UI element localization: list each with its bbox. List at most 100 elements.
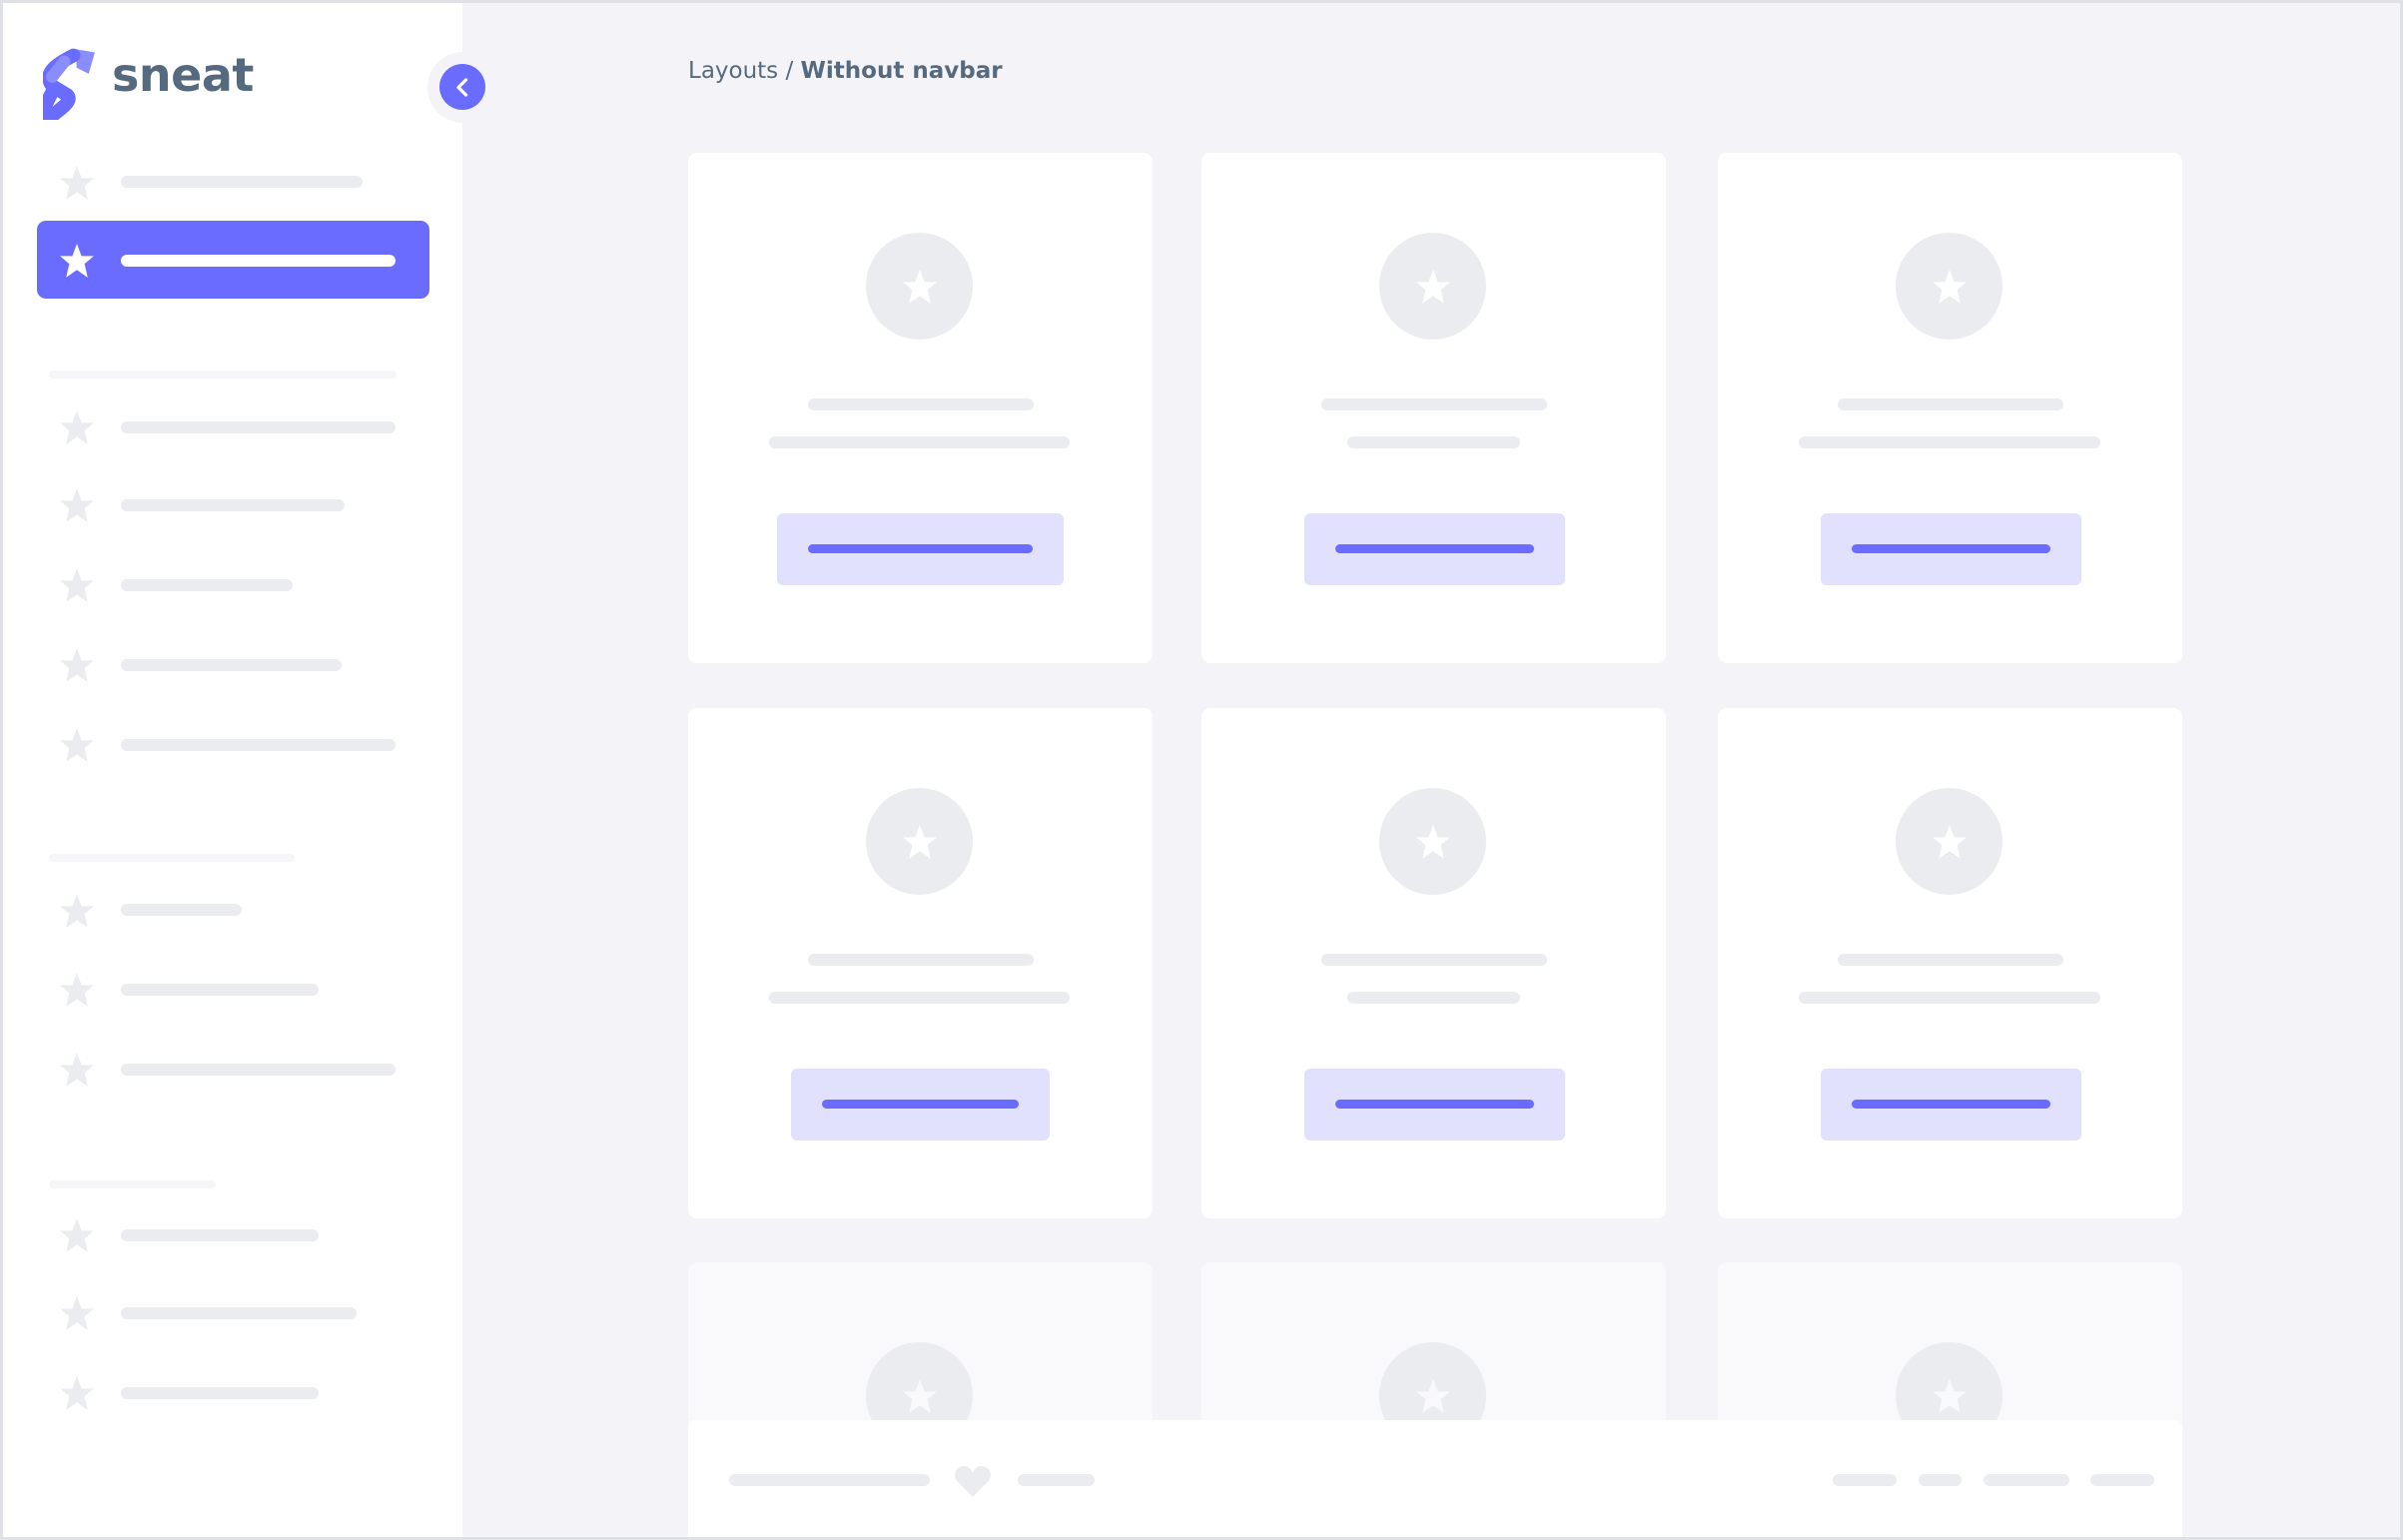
sidebar-item-icon: [57, 1373, 97, 1413]
star-icon: [60, 1218, 94, 1252]
footer-link[interactable]: [2090, 1474, 2154, 1486]
sidebar: sneat: [0, 0, 462, 1540]
star-icon: [60, 894, 94, 928]
star-icon: [1932, 269, 1967, 304]
content-card: [1202, 708, 1666, 1218]
star-icon: [60, 973, 94, 1007]
star-icon: [902, 269, 937, 304]
sidebar-item-icon: [57, 1050, 97, 1090]
sidebar-item-label[interactable]: [121, 421, 396, 433]
card-button[interactable]: [1304, 1069, 1565, 1141]
star-icon: [60, 1376, 94, 1410]
collapse-sidebar-button[interactable]: [439, 64, 485, 110]
card-title: [808, 954, 1034, 966]
sidebar-item-label[interactable]: [121, 499, 345, 511]
card-button-label: [1335, 1100, 1534, 1109]
sidebar-item-label[interactable]: [121, 1229, 319, 1241]
sidebar-item-label[interactable]: [121, 176, 363, 188]
content-card: [688, 708, 1153, 1218]
card-avatar: [1896, 788, 2002, 895]
sidebar-item-icon: [57, 891, 97, 931]
footer-text: [1018, 1474, 1095, 1486]
card-avatar: [866, 233, 973, 340]
content-card: [688, 153, 1153, 663]
star-icon: [60, 648, 94, 682]
card-button-label: [1335, 544, 1534, 553]
star-icon: [1415, 1378, 1450, 1413]
star-icon: [1415, 824, 1450, 859]
star-icon: [60, 488, 94, 522]
card-subtitle: [769, 992, 1070, 1004]
star-icon: [902, 1378, 937, 1413]
card-title: [808, 398, 1034, 410]
card-button-label: [822, 1100, 1019, 1109]
sidebar-item-label[interactable]: [121, 739, 396, 751]
sidebar-item-icon: [57, 565, 97, 605]
sidebar-item-icon: [57, 1293, 97, 1333]
card-button[interactable]: [777, 513, 1064, 585]
card-avatar: [1379, 233, 1486, 340]
card-button-label: [1852, 544, 2050, 553]
star-icon: [60, 568, 94, 602]
star-icon: [60, 1296, 94, 1330]
sidebar-item-icon: [57, 485, 97, 525]
sidebar-item-label[interactable]: [121, 984, 319, 996]
card-button-label: [808, 544, 1033, 553]
star-icon: [60, 244, 94, 278]
star-icon: [1415, 269, 1450, 304]
card-subtitle: [1799, 992, 2100, 1004]
card-button-label: [1852, 1100, 2050, 1109]
breadcrumb-current: Without navbar: [800, 58, 1003, 84]
breadcrumb-separator: /: [778, 58, 801, 84]
card-button[interactable]: [1821, 1069, 2081, 1141]
card-button[interactable]: [791, 1069, 1050, 1141]
heart-icon: [953, 1463, 993, 1504]
sidebar-item-label[interactable]: [121, 255, 396, 267]
footer: [688, 1420, 2182, 1540]
sidebar-item-label[interactable]: [121, 1307, 357, 1319]
logo-text: sneat: [112, 48, 254, 102]
card-subtitle: [1799, 436, 2100, 448]
star-icon: [60, 1053, 94, 1087]
sidebar-item-label[interactable]: [121, 659, 342, 671]
content-card: [1202, 153, 1666, 663]
card-subtitle: [1347, 992, 1520, 1004]
sidebar-item-icon: [57, 241, 97, 281]
sidebar-item-label[interactable]: [121, 1387, 319, 1399]
star-icon: [60, 410, 94, 444]
star-icon: [902, 824, 937, 859]
card-subtitle: [1347, 436, 1520, 448]
card-avatar: [1896, 233, 2002, 340]
footer-link[interactable]: [1833, 1474, 1897, 1486]
card-subtitle: [769, 436, 1070, 448]
footer-link[interactable]: [1919, 1474, 1962, 1486]
card-title: [1321, 954, 1547, 966]
sidebar-item-icon: [57, 970, 97, 1010]
card-avatar: [866, 788, 973, 895]
card-title: [1321, 398, 1547, 410]
footer-text: [729, 1474, 930, 1486]
card-button[interactable]: [1304, 513, 1565, 585]
star-icon: [1932, 1378, 1967, 1413]
sidebar-section-header: [49, 854, 295, 862]
breadcrumb-parent[interactable]: Layouts: [688, 58, 779, 84]
card-avatar: [1379, 788, 1486, 895]
footer-link[interactable]: [1984, 1474, 2069, 1486]
card-button[interactable]: [1821, 513, 2081, 585]
sidebar-item-label[interactable]: [121, 1064, 396, 1076]
content-card: [1718, 153, 2182, 663]
sidebar-item-icon: [57, 1215, 97, 1255]
chevron-left-icon: [455, 77, 467, 97]
sidebar-item-label[interactable]: [121, 579, 293, 591]
sidebar-item-icon: [57, 163, 97, 203]
sidebar-item-icon: [57, 725, 97, 765]
sidebar-item-icon: [57, 407, 97, 447]
logo-icon[interactable]: [38, 46, 98, 124]
sidebar-item-label[interactable]: [121, 904, 242, 916]
sidebar-item-icon: [57, 645, 97, 685]
breadcrumb: Layouts / Without navbar: [688, 58, 1003, 84]
star-icon: [60, 728, 94, 762]
star-icon: [1932, 824, 1967, 859]
star-icon: [60, 166, 94, 200]
